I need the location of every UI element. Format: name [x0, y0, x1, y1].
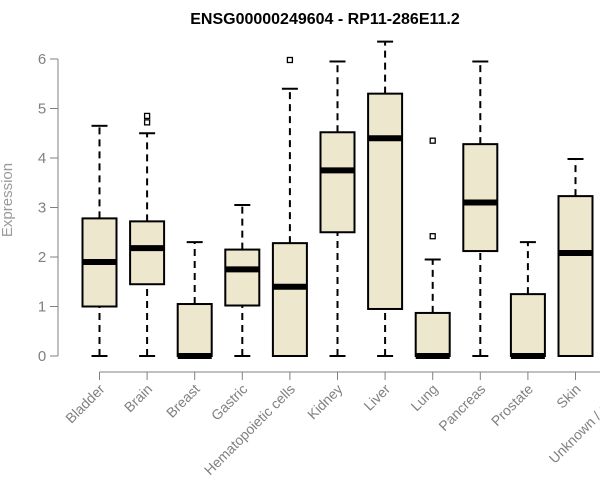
- y-tick-label: 5: [38, 101, 46, 118]
- outlier-point: [286, 56, 294, 64]
- y-axis-label: Expression: [0, 163, 16, 237]
- chart-title: ENSG00000249604 - RP11-286E11.2: [190, 11, 460, 28]
- outlier-point: [429, 137, 436, 144]
- iqr-box: [129, 220, 166, 286]
- y-tick-label: 0: [38, 348, 46, 365]
- x-tick-label: Gastric: [208, 381, 251, 424]
- y-axis: 0 1 2 3 4 5 6: [38, 51, 59, 365]
- iqr-box: [462, 143, 499, 253]
- iqr-box: [509, 293, 546, 357]
- x-tick-label: Lung: [407, 381, 440, 414]
- x-tick-label: Hematopoietic cells: [201, 381, 298, 478]
- box-kidney: [319, 60, 356, 357]
- iqr-box: [557, 195, 594, 357]
- x-tick-label: Liver: [360, 381, 393, 414]
- box-breast: [176, 241, 213, 359]
- outlier-point: [143, 112, 151, 120]
- iqr-box: [176, 303, 213, 357]
- box-skin: [557, 157, 594, 357]
- iqr-box: [271, 242, 308, 357]
- x-tick-label: Pancreas: [435, 381, 488, 434]
- iqr-box: [224, 248, 261, 307]
- outlier-point: [429, 233, 436, 240]
- x-tick-label: Brain: [121, 381, 155, 415]
- iqr-box: [414, 311, 451, 357]
- box-pancreas: [462, 60, 499, 357]
- iqr-box: [367, 92, 404, 310]
- x-tick-label: Prostate: [488, 381, 536, 429]
- outlier-point: [143, 119, 151, 126]
- y-tick-label: 4: [38, 150, 46, 167]
- y-tick-label: 3: [38, 200, 46, 217]
- x-tick-label: Bladder: [62, 381, 108, 427]
- y-tick-label: 6: [38, 51, 46, 68]
- box-lung: [414, 137, 451, 359]
- x-tick-label: Skin: [553, 381, 584, 412]
- y-tick-label: 1: [38, 299, 46, 316]
- box-hematopoietic-cells: [271, 56, 308, 357]
- box-bladder: [81, 124, 118, 357]
- box-brain: [129, 112, 166, 357]
- iqr-box: [319, 131, 356, 234]
- box-gastric: [224, 204, 261, 357]
- boxes: [81, 40, 594, 359]
- box-prostate: [509, 241, 546, 359]
- x-tick-label: Breast: [163, 381, 203, 421]
- y-tick-label: 2: [38, 249, 46, 266]
- box-liver: [367, 40, 404, 357]
- x-tick-label: Kidney: [304, 381, 346, 423]
